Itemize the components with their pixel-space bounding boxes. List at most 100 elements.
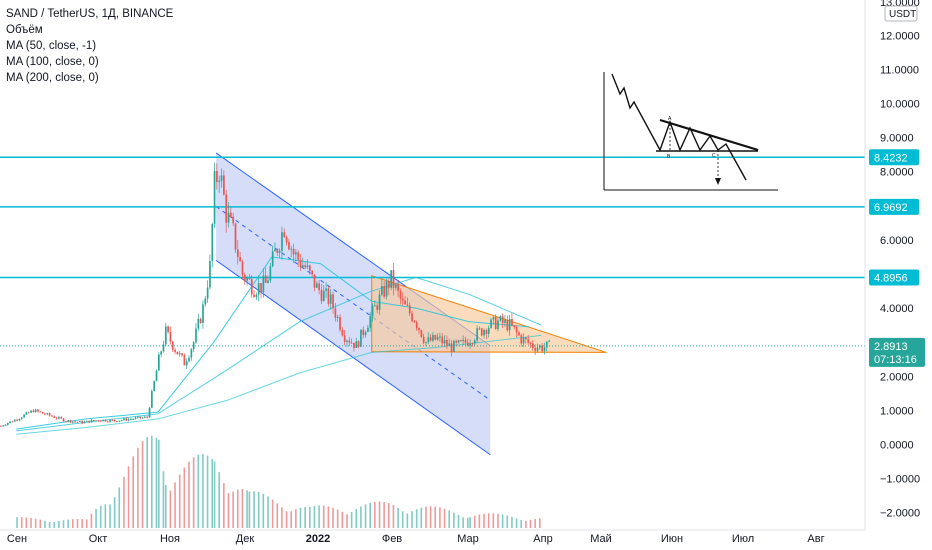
candle-body (429, 337, 432, 341)
candle-body (139, 416, 142, 419)
candle-body (401, 298, 404, 301)
candle-body (399, 290, 402, 299)
volume-bar (478, 514, 481, 528)
candle-body (320, 289, 323, 302)
volume-bar (539, 518, 541, 528)
candle-body (257, 283, 260, 295)
candle-body (460, 340, 462, 342)
y-tick-label: −2.0000 (880, 508, 920, 520)
candle-body (536, 347, 539, 351)
candle-body (295, 252, 297, 255)
volume-bar (157, 439, 160, 528)
candle-body (32, 410, 35, 413)
candle-body (413, 321, 416, 323)
volume-bar (487, 513, 490, 528)
legend-volume[interactable]: Объём (6, 24, 43, 36)
volume-bar (39, 519, 42, 528)
candle-body (520, 335, 523, 344)
time-axis[interactable]: Сен Окт Ноя Дек 2022 Фев Мар Апр Май Июн Июл Авг (7, 533, 825, 545)
candle-body (25, 412, 28, 415)
volume-bar (276, 503, 279, 528)
volume-bar (415, 509, 418, 528)
volume-bar (506, 515, 509, 528)
x-tick-label: 2022 (306, 533, 330, 545)
unit-box[interactable] (884, 5, 918, 22)
candle-body (274, 249, 276, 252)
legend-ma50[interactable]: MA (50, close, -1) (6, 40, 97, 52)
candle-body (202, 304, 204, 323)
candle-body (195, 328, 197, 343)
candle-body (220, 175, 223, 181)
candle-body (485, 329, 488, 334)
volume-bar (162, 471, 165, 528)
volume-bar (304, 507, 306, 528)
candle-body (190, 349, 193, 358)
candle-body (506, 319, 509, 331)
x-tick-label: Фев (382, 533, 402, 545)
legend-ma200[interactable]: MA (200, close, 0) (6, 72, 99, 84)
candle-body (315, 283, 318, 288)
volume-bar (318, 505, 320, 528)
candle-body (364, 331, 367, 336)
horizontal-levels[interactable] (0, 156, 865, 347)
candle-body (113, 419, 116, 422)
candle-body (146, 416, 149, 418)
candle-body (41, 412, 44, 414)
candle-body (176, 351, 179, 355)
candle-body (450, 343, 453, 353)
candle-body (420, 330, 423, 337)
x-tick-label: Окт (89, 533, 108, 545)
candle-body (230, 212, 232, 217)
volume-bar (378, 501, 381, 528)
y-tick-top: 13.0000 (880, 0, 920, 9)
candle-body (464, 339, 467, 343)
current-price-text: 2.8913 (874, 341, 908, 353)
volume-bar (397, 508, 399, 528)
volume-bar (439, 507, 441, 528)
volume-bar (123, 476, 125, 528)
candle-body (448, 343, 451, 346)
x-tick-label: Дек (236, 533, 255, 545)
candle-body (508, 318, 511, 331)
candle-body (218, 180, 221, 183)
volume-bar (155, 437, 158, 528)
volume-bar (246, 490, 248, 528)
volume-bar (497, 513, 499, 528)
candle-body (418, 327, 420, 331)
candle-body (302, 265, 304, 268)
candle-body (339, 316, 341, 330)
volume-bar (113, 497, 116, 528)
volume-bar (355, 509, 358, 528)
candle-body (415, 322, 418, 328)
x-tick-label: Июн (661, 533, 683, 545)
candle-body (206, 287, 209, 299)
volume-bar (72, 519, 74, 528)
candle-body (436, 337, 439, 340)
volume-bar (350, 511, 353, 528)
volume-bar (457, 514, 460, 528)
legend-title[interactable]: SAND / TetherUS, 1Д, BINANCE (6, 8, 174, 20)
candle-body (306, 265, 309, 268)
x-tick-label: Апр (533, 533, 552, 545)
volume-bar (374, 501, 376, 528)
candle-body (116, 421, 118, 423)
volume-bar (271, 499, 274, 528)
candle-body (532, 343, 534, 349)
candle-body (234, 223, 237, 250)
candle-body (13, 419, 16, 422)
legend-ma100[interactable]: MA (100, close, 0) (6, 56, 99, 68)
candle-body (432, 335, 434, 341)
candle-body (281, 232, 283, 251)
volume-bar (132, 456, 135, 528)
candle-body (548, 340, 550, 342)
candle-body (304, 265, 307, 268)
candle-body (92, 420, 95, 422)
candle-body (130, 419, 132, 421)
candle-body (543, 347, 546, 352)
volume-bar (81, 519, 83, 528)
candle-body (27, 412, 30, 414)
candle-body (243, 274, 246, 281)
candle-body (383, 286, 386, 297)
